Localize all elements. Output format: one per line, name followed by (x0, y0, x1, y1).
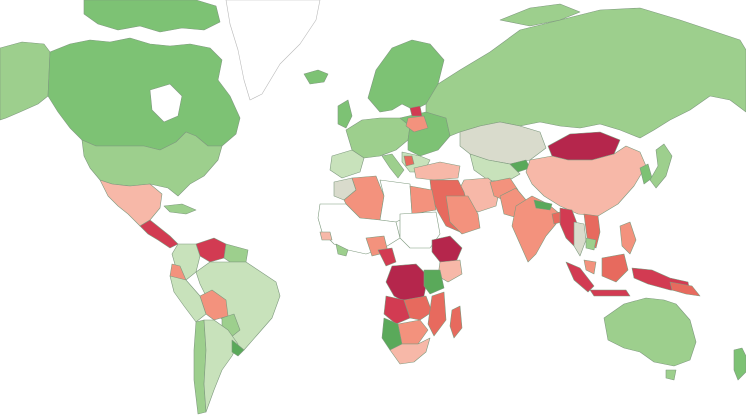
region-italy[interactable] (381, 153, 405, 179)
region-mozambique[interactable] (427, 291, 447, 337)
region-borneo[interactable] (601, 253, 629, 283)
region-indonesia-java[interactable] (589, 289, 631, 297)
region-canada-arctic-islands[interactable] (83, 0, 221, 33)
region-zambia-malawi[interactable] (403, 295, 433, 321)
region-botswana-zimbabwe[interactable] (397, 319, 429, 345)
region-cambodia[interactable] (585, 237, 597, 251)
region-central-asia[interactable] (469, 153, 521, 183)
region-iberia[interactable] (329, 149, 365, 179)
region-uruguay[interactable] (231, 339, 245, 357)
region-tasmania[interactable] (665, 369, 677, 381)
region-india[interactable] (511, 195, 561, 263)
region-malaysia[interactable] (583, 259, 597, 275)
region-baltics[interactable] (409, 105, 423, 117)
region-canada[interactable] (47, 37, 241, 151)
region-west-africa-coastal[interactable] (335, 243, 349, 257)
region-balkan-hotspot[interactable] (403, 155, 415, 167)
region-cuba[interactable] (163, 203, 197, 215)
region-nepal-bhutan[interactable] (533, 199, 553, 211)
region-hudson-bay (149, 83, 183, 123)
region-south-africa[interactable] (389, 337, 431, 365)
region-japan[interactable] (649, 143, 673, 189)
region-egypt[interactable] (409, 185, 437, 215)
region-arabian-peninsula[interactable] (445, 195, 481, 235)
region-philippines[interactable] (619, 221, 637, 255)
region-angola[interactable] (383, 295, 411, 325)
region-uk[interactable] (337, 99, 353, 129)
region-turkey[interactable] (413, 161, 461, 181)
region-sudan (399, 211, 441, 249)
region-madagascar[interactable] (449, 305, 463, 339)
region-guinea[interactable] (319, 231, 333, 241)
region-indonesia-sumatra[interactable] (565, 261, 595, 293)
region-china[interactable] (525, 145, 647, 217)
region-central-africa[interactable] (377, 247, 397, 267)
region-greenland (225, 0, 321, 101)
region-belarus[interactable] (405, 115, 429, 133)
region-new-zealand[interactable] (733, 347, 746, 381)
region-papua-new-guinea[interactable] (669, 281, 701, 297)
region-australia[interactable] (603, 297, 697, 367)
region-thailand[interactable] (573, 221, 587, 257)
region-alaska[interactable] (0, 41, 51, 121)
region-iceland[interactable] (303, 69, 329, 85)
region-peru[interactable] (169, 275, 207, 323)
region-mexico[interactable] (99, 179, 163, 227)
region-kazakhstan[interactable] (459, 121, 547, 165)
region-russia-arctic-islands[interactable] (499, 3, 581, 27)
region-tanzania[interactable] (423, 269, 445, 295)
region-argentina[interactable] (203, 319, 239, 413)
